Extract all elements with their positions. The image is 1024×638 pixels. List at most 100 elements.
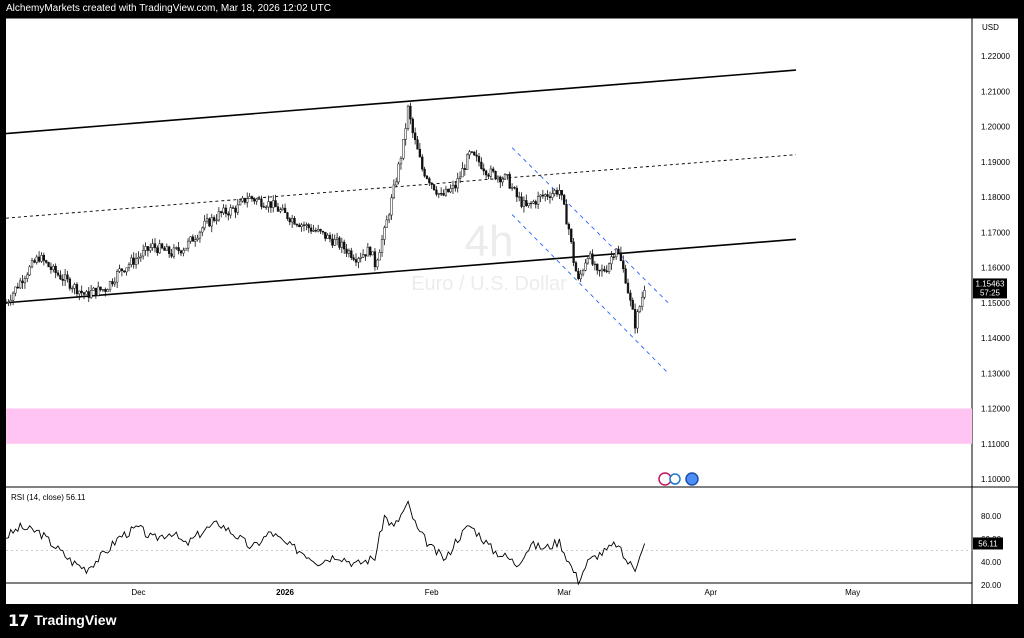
candle-body [269,201,273,208]
candle-body [385,219,388,228]
candle-body [236,204,239,213]
candle-14 [37,251,41,263]
candle-body [629,292,632,301]
candle-body [584,262,587,271]
candle-126 [302,221,306,232]
candle-body [319,229,322,232]
candle-217 [518,191,521,202]
candle-237 [565,199,568,225]
candle-216 [515,185,518,202]
candle-9 [26,272,29,283]
us-flag-event-icon[interactable] [658,472,672,486]
candle-body [589,253,592,259]
candle-114 [274,194,277,208]
candle-body [288,218,291,223]
rsi-label: RSI (14, close) [11,493,64,502]
candle-body [120,268,124,271]
candle-body [309,227,313,232]
candle-90 [217,207,220,222]
candle-238 [567,222,571,236]
candle-body [168,246,171,254]
candle-body [238,200,242,206]
candle-body [373,251,377,268]
candle-18 [47,261,50,268]
candle-183 [437,192,440,199]
candle-56 [137,251,140,265]
candle-116 [279,207,282,214]
tradingview-footer: 17 TradingView [8,610,116,630]
candle-body [406,105,410,129]
candle-body [641,296,644,307]
candle-37 [92,287,95,291]
candle-body [68,278,72,289]
candle-162 [387,212,391,224]
candle-body [390,197,393,216]
candle-body [260,198,263,207]
candle-body [14,286,17,294]
candle-51 [125,267,128,276]
candle-236 [562,193,566,206]
candle-2 [9,294,12,306]
candle-body [361,254,365,258]
candle-222 [529,200,533,209]
candle-168 [402,139,405,161]
candle-body [586,258,589,264]
candle-219 [522,196,526,213]
candle-body [539,194,542,197]
candle-269 [641,291,644,311]
calendar-event-icon[interactable] [669,473,681,485]
candle-body [89,290,93,298]
candle-body [324,231,327,239]
candle-body [619,252,623,261]
candle-body [33,260,36,263]
candle-101 [243,197,247,205]
candle-body [156,247,159,254]
candle-body [345,248,348,254]
time-label-5: May [845,588,860,597]
candle-body [541,194,545,197]
candle-134 [321,230,325,235]
chart-area[interactable]: 4h Euro / U.S. Dollar USD 1.22000 1.21000… [4,17,1018,604]
candle-118 [283,203,287,213]
candle-body [101,289,105,291]
candle-262 [624,264,627,284]
candle-body [40,254,43,262]
candle-59 [144,242,147,256]
candle-body [220,211,223,214]
candle-30 [75,282,79,298]
candle-body [444,188,448,196]
candle-83 [201,226,204,237]
candle-99 [238,198,242,206]
candle-39 [97,281,100,297]
chart-credit: AlchemyMarkets created with TradingView.… [6,3,331,14]
candle-80 [194,235,197,247]
candle-202 [482,163,485,176]
candle-42 [104,287,107,297]
candle-body [4,302,8,304]
candle-body [596,263,599,271]
candle-213 [508,171,511,190]
trendline-0 [5,69,796,135]
candle-body [593,263,597,266]
eu-flag-event-icon[interactable] [685,472,699,486]
bar-countdown-label: 57:25 [980,288,1001,297]
candle-body [567,223,571,230]
candle-body [489,168,492,177]
candle-body [425,175,429,179]
rsi-tick-2: 40.00 [981,558,1002,567]
candle-body [577,270,580,280]
candle-128 [307,222,310,233]
candle-87 [210,213,213,233]
candle-20 [52,264,55,273]
candle-body [399,157,403,165]
chart-svg[interactable]: 4h Euro / U.S. Dollar USD 1.22000 1.21000… [4,17,1018,604]
candle-155 [371,251,374,256]
candle-188 [449,184,452,194]
candle-131 [314,227,317,233]
time-label-2: Feb [425,588,439,597]
candle-body [402,139,405,159]
candle-157 [376,258,379,270]
candle-body [380,239,384,253]
candle-body [494,171,497,180]
candle-256 [610,251,613,270]
